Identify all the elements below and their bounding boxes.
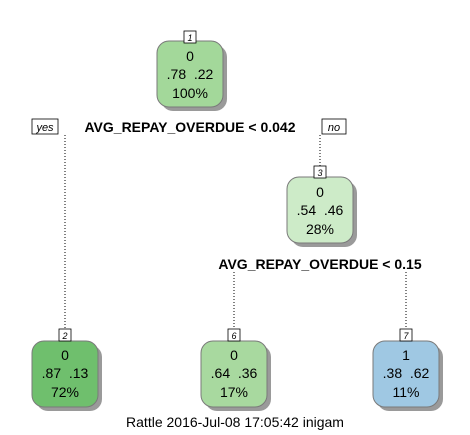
tree-node-7: 7 1 .38 .62 11% <box>373 329 443 411</box>
tree-node-1: 1 0 .78 .22 100% <box>157 31 227 111</box>
node-6-probs: .64 .36 <box>211 365 258 381</box>
no-label: no <box>328 122 340 134</box>
node-1-probs: .78 .22 <box>167 66 214 82</box>
split-label-root: AVG_REPAY_OVERDUE < 0.042 <box>84 119 295 135</box>
tree-node-3: 3 0 .54 .46 28% <box>287 166 357 247</box>
node-6-class: 0 <box>230 347 238 363</box>
node-7-class: 1 <box>402 347 410 363</box>
node-3-probs: .54 .46 <box>297 202 344 218</box>
node-1-id: 1 <box>187 33 192 43</box>
node-3-class: 0 <box>316 184 324 200</box>
node-2-probs: .87 .13 <box>42 365 89 381</box>
footer-caption: Rattle 2016-Jul-08 17:05:42 inigam <box>0 414 470 430</box>
node-6-id: 6 <box>231 331 236 341</box>
split-label-node3: AVG_REPAY_OVERDUE < 0.15 <box>218 256 421 272</box>
node-2-pct: 72% <box>51 384 79 400</box>
node-7-probs: .38 .62 <box>383 365 430 381</box>
node-1-class: 0 <box>186 48 194 64</box>
node-3-pct: 28% <box>306 221 334 237</box>
tree-node-6: 6 0 .64 .36 17% <box>201 329 271 411</box>
node-6-pct: 17% <box>220 384 248 400</box>
node-7-pct: 11% <box>393 384 420 400</box>
node-2-class: 0 <box>61 347 69 363</box>
yes-label: yes <box>35 122 54 134</box>
node-3-id: 3 <box>317 168 322 178</box>
node-2-id: 2 <box>61 331 67 341</box>
node-1-pct: 100% <box>172 85 208 101</box>
tree-node-2: 2 0 .87 .13 72% <box>32 329 102 411</box>
